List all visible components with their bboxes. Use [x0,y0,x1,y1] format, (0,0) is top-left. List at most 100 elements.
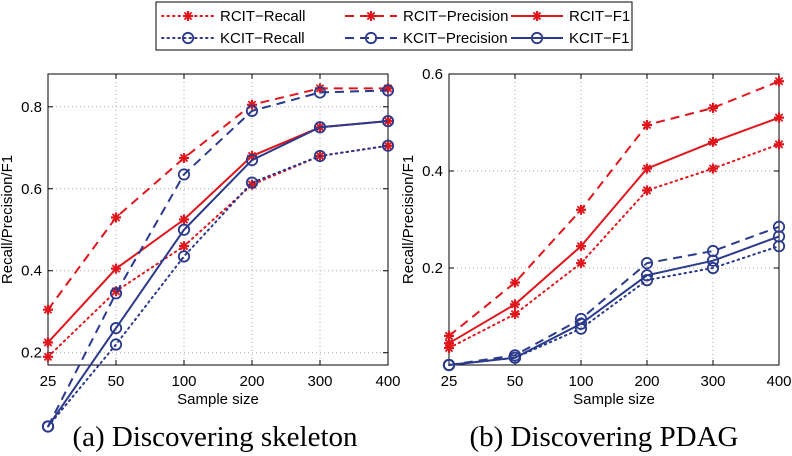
data-point [381,115,395,128]
x-axis-label: Sample size [177,391,259,408]
data-point [642,163,652,174]
data-point [510,277,520,288]
data-point [383,140,393,151]
data-point [179,241,189,252]
data-point [706,254,720,267]
data-point [43,351,53,362]
chart-caption-pdag: (b) Discovering PDAG [469,421,738,453]
data-point [381,84,395,97]
legend-label: KCIT−Recall [220,30,305,47]
data-point [179,214,189,225]
data-point [510,309,520,320]
data-point [774,76,784,87]
data-point [640,257,654,270]
legend: RCIT−Recall RCIT−Precision RCIT−F1 KCIT−Rec… [155,1,633,51]
x-tick-label: 100 [568,373,593,390]
legend-label: KCIT−Precision [403,30,508,47]
series-line [448,225,780,366]
data-point [706,261,720,275]
y-tick-label: 0.6 [21,181,42,198]
data-point [576,241,586,252]
series-line [47,87,388,311]
data-point [313,121,327,134]
series-kcit-recall [41,139,395,433]
data-point [313,86,327,99]
data-point [111,263,121,274]
data-point [43,337,53,348]
data-point [313,149,327,163]
data-point [179,153,189,164]
legend-marker-circle [530,31,544,45]
grid [48,74,388,365]
series-kcit-precision [442,220,786,372]
plot-frame [448,73,780,366]
series-line [448,143,780,350]
series-kcit-f1 [442,230,786,372]
data-point [245,104,259,117]
x-tick-label: 200 [239,373,264,390]
x-tick-label: 300 [307,373,332,390]
x-tick-label: 50 [108,373,125,390]
data-point [642,119,652,130]
legend-entry-rcit-recall: RCIT−Recall [161,8,305,25]
series-line [47,89,389,427]
data-point [41,420,55,433]
series-line [47,144,389,428]
x-tick-label: 400 [766,373,791,390]
y-tick-label: 0.6 [422,66,443,83]
legend-label: RCIT−F1 [569,8,630,25]
x-tick-label: 200 [634,373,659,390]
series-rcit-recall [43,140,393,362]
x-tick-label: 300 [700,373,725,390]
series-kcit-f1 [41,115,395,433]
data-point [640,269,654,282]
legend-marker-circle [181,31,195,45]
data-point [111,212,121,223]
legend-box [155,1,633,51]
y-axis-label: Recall/Precision/F1 [0,155,16,284]
data-point [576,258,586,269]
legend-marker-star [183,11,193,21]
data-point [642,185,652,196]
data-point [508,351,522,364]
data-point [43,304,53,315]
x-axis-label: Sample size [573,391,655,408]
series-line [448,245,780,366]
data-point [510,299,520,310]
legend-entry-kcit-f1: KCIT−F1 [511,30,629,47]
x-tick-label: 50 [507,373,524,390]
data-point [177,168,191,181]
legend-label: KCIT−F1 [569,30,629,47]
legend-marker-star [366,11,376,21]
y-tick-label: 0.2 [422,260,443,277]
chart-skeleton: 25 50 100 200 300 400 0.2 0.4 0.6 0.8 Sample size R… [0,73,401,453]
x-tick-label: 25 [40,373,57,390]
plot-frame [47,73,389,366]
series-line [448,116,780,345]
data-point [708,136,718,147]
data-point [444,338,454,349]
chart-caption-skeleton: (a) Discovering skeleton [72,421,358,453]
data-point [109,322,123,335]
data-point [245,153,259,167]
x-tick-label: 100 [171,373,196,390]
legend-marker-circle [364,31,378,45]
x-tick-label: 400 [375,373,400,390]
legend-label: RCIT−Precision [403,8,508,25]
data-point [245,176,259,189]
series-line [47,120,389,428]
series-line [448,235,780,366]
data-point [772,230,786,243]
y-axis-label: Recall/Precision/F1 [400,155,417,284]
chart-pdag: 25 50 100 200 300 400 0.2 0.4 0.6 Sample size Reca… [400,66,792,453]
data-point [177,223,191,236]
legend-marker-star [532,11,542,21]
legend-entry-kcit-precision: KCIT−Precision [345,30,508,47]
data-point [381,139,395,152]
y-tick-label: 0.2 [21,345,42,362]
y-tick-label: 0.8 [21,99,42,116]
data-point [574,317,588,330]
data-point [444,330,454,341]
legend-entry-kcit-recall: KCIT−Recall [161,30,305,47]
series-rcit-precision [444,76,784,341]
